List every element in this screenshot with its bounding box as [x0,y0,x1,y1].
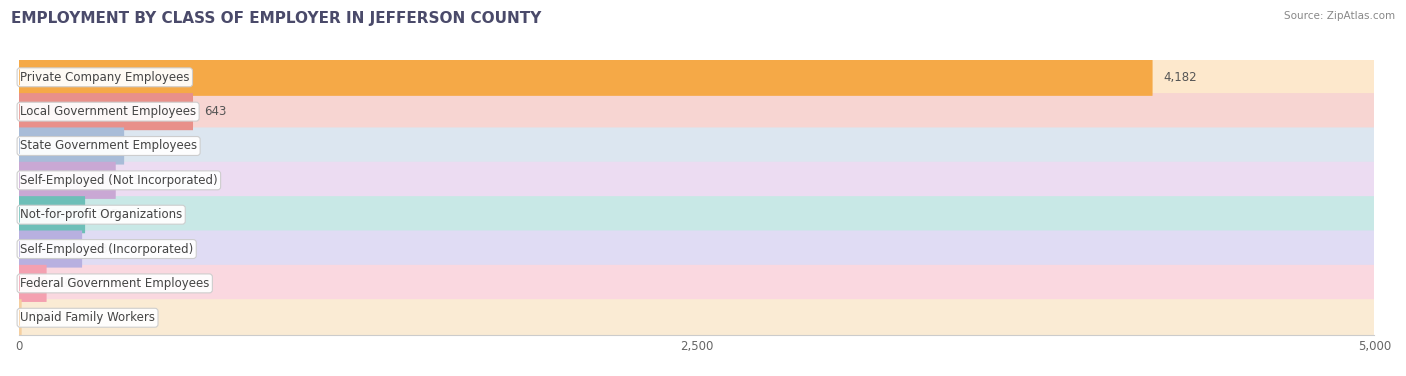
FancyBboxPatch shape [18,299,1375,336]
Text: 11: 11 [32,311,48,324]
FancyBboxPatch shape [18,265,1375,302]
Text: State Government Employees: State Government Employees [20,139,197,153]
FancyBboxPatch shape [18,196,86,233]
FancyBboxPatch shape [18,230,82,268]
FancyBboxPatch shape [18,196,1375,233]
FancyBboxPatch shape [18,59,1153,96]
Text: 643: 643 [204,105,226,118]
FancyBboxPatch shape [18,232,1375,266]
FancyBboxPatch shape [18,93,193,130]
FancyBboxPatch shape [18,60,1375,94]
FancyBboxPatch shape [18,129,1375,163]
Text: 103: 103 [58,277,80,290]
FancyBboxPatch shape [18,265,46,302]
Text: 245: 245 [96,208,118,221]
FancyBboxPatch shape [18,163,1375,197]
Text: 4,182: 4,182 [1163,71,1197,84]
FancyBboxPatch shape [18,162,115,199]
FancyBboxPatch shape [18,197,1375,232]
FancyBboxPatch shape [18,299,21,336]
Text: Self-Employed (Not Incorporated): Self-Employed (Not Incorporated) [20,174,218,187]
Text: 389: 389 [135,139,157,153]
Text: Local Government Employees: Local Government Employees [20,105,197,118]
Text: Source: ZipAtlas.com: Source: ZipAtlas.com [1284,11,1395,21]
Text: Private Company Employees: Private Company Employees [20,71,190,84]
FancyBboxPatch shape [18,300,1375,335]
Text: 358: 358 [127,174,149,187]
Text: Not-for-profit Organizations: Not-for-profit Organizations [20,208,183,221]
FancyBboxPatch shape [18,93,1375,130]
Text: 234: 234 [93,243,115,256]
FancyBboxPatch shape [18,127,124,165]
Text: Unpaid Family Workers: Unpaid Family Workers [20,311,155,324]
Text: EMPLOYMENT BY CLASS OF EMPLOYER IN JEFFERSON COUNTY: EMPLOYMENT BY CLASS OF EMPLOYER IN JEFFE… [11,11,541,26]
FancyBboxPatch shape [18,59,1375,96]
FancyBboxPatch shape [18,94,1375,129]
FancyBboxPatch shape [18,266,1375,300]
FancyBboxPatch shape [18,162,1375,199]
Text: Federal Government Employees: Federal Government Employees [20,277,209,290]
FancyBboxPatch shape [18,230,1375,268]
FancyBboxPatch shape [18,127,1375,165]
Text: Self-Employed (Incorporated): Self-Employed (Incorporated) [20,243,193,256]
